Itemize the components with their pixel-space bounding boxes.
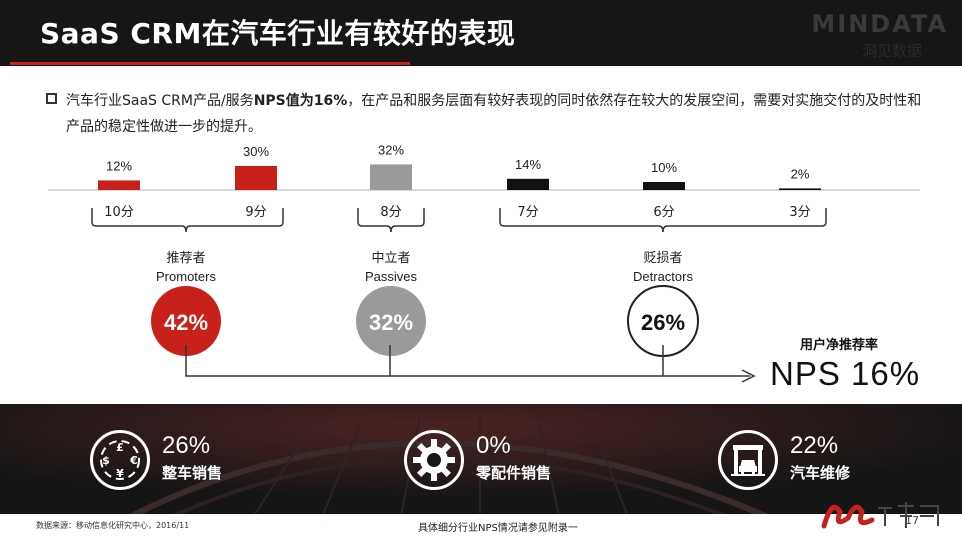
bar-3 <box>507 178 549 190</box>
gear-icon <box>404 430 464 490</box>
bars-group: 12% 10分 30% 9分 32% 8分 14% 7分 10% 6分 2% 3分 <box>98 142 821 220</box>
bar-4 <box>643 182 685 190</box>
logo: MINDATA 洞见数据 <box>811 6 956 60</box>
svg-text:€: € <box>129 454 138 467</box>
group-name-en: Passives <box>365 269 418 284</box>
bar-1 <box>235 166 277 190</box>
group-share-circle <box>356 286 426 356</box>
garage-car-icon <box>718 430 778 490</box>
svg-text:$: $ <box>102 454 110 467</box>
bar-0 <box>98 180 140 190</box>
brackets-group <box>91 208 827 233</box>
intro-part1: 汽车行业SaaS CRM产品/服务 <box>66 93 254 109</box>
group-share-value: 32% <box>369 310 413 335</box>
arrow-head-icon <box>741 369 756 383</box>
title-bar <box>0 0 962 66</box>
stat-label: 整车销售 <box>162 464 223 482</box>
footer: 数据来源：移动信息化研究中心，2016/11 具体细分行业NPS情况请参见附录一… <box>0 514 962 540</box>
bar-value-label: 2% <box>791 166 810 181</box>
category-label: 10分 <box>104 205 134 220</box>
bar-value-label: 30% <box>243 144 269 159</box>
data-source: 数据来源：移动信息化研究中心，2016/11 <box>36 521 190 530</box>
stat-value: 22% <box>790 432 839 459</box>
group-name-cn: 中立者 <box>371 251 410 266</box>
page-title: SaaS CRM在汽车行业有较好的表现 <box>40 17 516 50</box>
group-name-en: Detractors <box>633 269 693 284</box>
category-label: 3分 <box>789 205 810 220</box>
logo-subtext: 洞见数据 <box>861 42 922 60</box>
category-label: 9分 <box>245 205 266 220</box>
bar-2 <box>370 164 412 190</box>
bar-value-label: 32% <box>378 142 404 157</box>
bar-value-label: 12% <box>106 158 132 173</box>
stat-value: 0% <box>476 432 511 459</box>
brand-logo-icon <box>821 502 939 529</box>
group-name-cn: 推荐者 <box>166 251 205 266</box>
stat-label: 零配件销售 <box>476 464 552 482</box>
group-bracket-0 <box>91 208 284 233</box>
currency-cycle-icon: £ $ € ¥ <box>90 430 150 490</box>
logo-text: MINDATA <box>811 10 948 38</box>
bullet-square-icon <box>46 93 57 104</box>
category-label: 7分 <box>517 205 538 220</box>
groups-group: 推荐者 Promoters 42% 中立者 Passives 32% 贬损者 Detracto… <box>151 251 699 357</box>
nps-label: 用户净推荐率 <box>800 338 879 353</box>
nps-chart: 12% 10分 30% 9分 32% 8分 14% 7分 10% 6分 2% 3分 推荐者 Promot… <box>48 142 920 383</box>
svg-text:£: £ <box>116 441 124 454</box>
nps-connector-line <box>185 345 750 377</box>
group-bracket-2 <box>499 208 827 233</box>
nps-value: NPS 16% <box>770 355 921 392</box>
bar-5 <box>779 188 821 190</box>
intro-part2: ，在产品和服务层面有较好表现的同时依然存在较大的发展空间，需要对实施交付的及时性… <box>66 93 922 135</box>
group-share-value: 26% <box>641 310 685 335</box>
svg-text:¥: ¥ <box>116 467 124 480</box>
category-label: 6分 <box>653 205 674 220</box>
stat-label: 汽车维修 <box>790 464 851 482</box>
group-share-value: 42% <box>164 310 208 335</box>
title-underline <box>10 62 410 65</box>
stat-value: 26% <box>162 432 211 459</box>
appendix-note: 具体细分行业NPS情况请参见附录一 <box>418 523 578 534</box>
intro-bold: NPS值为16% <box>253 93 348 109</box>
group-share-circle <box>151 286 221 356</box>
bar-value-label: 10% <box>651 160 677 175</box>
group-name-en: Promoters <box>156 269 216 284</box>
bar-value-label: 14% <box>515 157 541 172</box>
bottom-banner <box>0 404 962 522</box>
group-bracket-1 <box>357 208 425 233</box>
category-label: 8分 <box>380 205 401 220</box>
page-number: 17 <box>905 514 919 527</box>
intro-text: 汽车行业SaaS CRM产品/服务NPS值为16%，在产品和服务层面有较好表现的… <box>66 88 926 140</box>
bridge-background <box>0 404 962 522</box>
group-name-cn: 贬损者 <box>643 251 682 266</box>
